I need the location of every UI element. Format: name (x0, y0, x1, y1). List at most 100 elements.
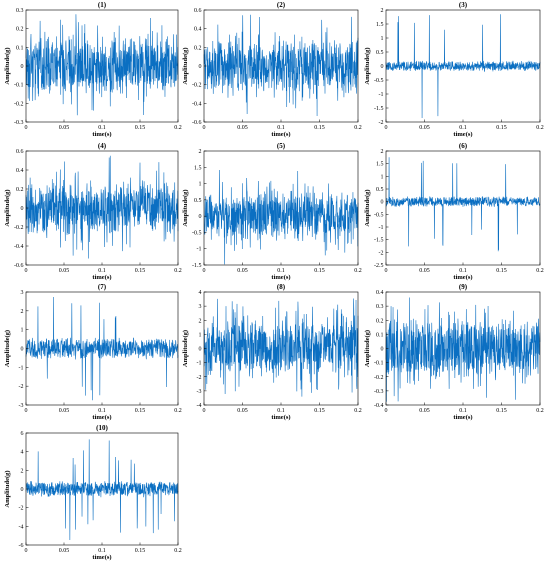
y-tick-label: 0.2 (376, 318, 384, 324)
chart-title: (3) (459, 1, 468, 9)
y-tick-label: -1 (197, 361, 202, 367)
y-tick-label: 0 (199, 64, 202, 70)
x-tick-label: 0 (25, 548, 28, 554)
x-tick-label: 0 (25, 125, 28, 131)
y-tick-label: 0 (21, 64, 24, 70)
x-tick-label: 0.1 (459, 408, 467, 414)
signal-line (385, 297, 541, 402)
y-axis-label: Amplitude(g) (4, 47, 11, 84)
x-tick-label: 0.15 (496, 268, 507, 274)
x-axis-label: time(s) (453, 414, 472, 421)
y-tick-label: 0.5 (376, 50, 384, 56)
y-tick-label: 0.2 (194, 45, 202, 51)
x-tick-label: 0.05 (237, 125, 248, 131)
x-tick-label: 0.2 (174, 548, 182, 554)
y-tick-label: -2 (19, 384, 24, 390)
x-tick-label: 0.15 (314, 268, 325, 274)
chart-title: (2) (277, 1, 286, 9)
y-tick-label: -1.5 (374, 106, 384, 112)
x-tick-label: 0.15 (135, 548, 146, 554)
x-tick-label: 0.2 (536, 408, 544, 414)
y-tick-label: 0 (21, 487, 24, 493)
y-tick-label: 0.4 (194, 27, 202, 33)
y-axis-label: Amplitude(g) (364, 47, 371, 84)
y-tick-label: 0.4 (16, 168, 24, 174)
x-tick-label: 0.15 (314, 125, 325, 131)
y-tick-label: 1.5 (376, 22, 384, 28)
y-tick-label: 0.5 (376, 187, 384, 193)
y-tick-label: 0.1 (376, 332, 384, 338)
y-tick-label: 2 (199, 318, 202, 324)
y-tick-label: -0.5 (374, 212, 384, 218)
x-tick-label: 0 (203, 408, 206, 414)
y-tick-label: 0 (21, 347, 24, 353)
y-tick-label: 2 (21, 468, 24, 474)
x-tick-label: 0.1 (98, 408, 106, 414)
y-tick-label: -2 (19, 506, 24, 512)
x-tick-label: 0 (25, 268, 28, 274)
y-tick-label: 1 (199, 332, 202, 338)
x-tick-label: 0.2 (174, 125, 182, 131)
y-tick-label: -0.1 (14, 83, 24, 89)
y-tick-label: -4 (19, 524, 24, 530)
chart-title: (6) (459, 142, 468, 150)
signal-line (25, 297, 179, 401)
y-tick-label: 0 (199, 214, 202, 220)
y-tick-label: -0.1 (374, 361, 384, 367)
y-tick-label: 1 (21, 328, 24, 334)
x-tick-label: 0.05 (59, 548, 70, 554)
x-tick-label: 0.05 (59, 268, 70, 274)
x-tick-label: 0.05 (59, 125, 70, 131)
x-tick-label: 0.1 (277, 408, 285, 414)
x-tick-label: 0.05 (419, 408, 430, 414)
y-tick-label: 1 (381, 174, 384, 180)
y-tick-label: 1 (199, 182, 202, 188)
x-tick-label: 0.1 (98, 268, 106, 274)
x-tick-label: 0.15 (496, 408, 507, 414)
y-tick-label: 0 (381, 200, 384, 206)
x-tick-label: 0.15 (496, 125, 507, 131)
x-tick-label: 0.1 (277, 268, 285, 274)
y-tick-label: 3 (199, 304, 202, 310)
y-tick-label: 6 (21, 431, 24, 437)
x-axis-label: time(s) (271, 414, 290, 421)
x-tick-label: 0.1 (277, 125, 285, 131)
x-tick-label: 0.05 (237, 408, 248, 414)
y-tick-label: 0.5 (194, 198, 202, 204)
y-tick-label: -0.3 (374, 389, 384, 395)
y-tick-label: 1 (381, 36, 384, 42)
x-tick-label: 0.05 (419, 125, 430, 131)
signal-line (25, 155, 179, 259)
signal-line (25, 439, 179, 540)
y-tick-label: 2 (199, 149, 202, 155)
y-tick-label: 0 (381, 347, 384, 353)
x-tick-label: 0 (25, 408, 28, 414)
chart-title: (1) (98, 1, 107, 9)
y-tick-label: -1 (19, 365, 24, 371)
y-tick-label: 0 (199, 347, 202, 353)
y-tick-label: 1.5 (376, 162, 384, 168)
x-tick-label: 0.2 (536, 125, 544, 131)
y-tick-label: 2 (381, 149, 384, 155)
y-tick-label: -0.2 (14, 225, 24, 231)
y-tick-label: 0.1 (16, 45, 24, 51)
x-axis-label: time(s) (453, 131, 472, 138)
x-tick-label: 0.1 (98, 548, 106, 554)
y-tick-label: 0.2 (16, 187, 24, 193)
x-axis-label: time(s) (92, 274, 111, 281)
x-axis-label: time(s) (453, 274, 472, 281)
chart-title: (5) (277, 142, 286, 150)
x-tick-label: 0.15 (135, 125, 146, 131)
y-tick-label: -4 (197, 403, 202, 409)
x-tick-label: 0.1 (459, 268, 467, 274)
y-tick-label: -1.5 (374, 238, 384, 244)
x-tick-label: 0.2 (354, 408, 362, 414)
x-tick-label: 0.15 (314, 408, 325, 414)
x-axis-label: time(s) (92, 131, 111, 138)
